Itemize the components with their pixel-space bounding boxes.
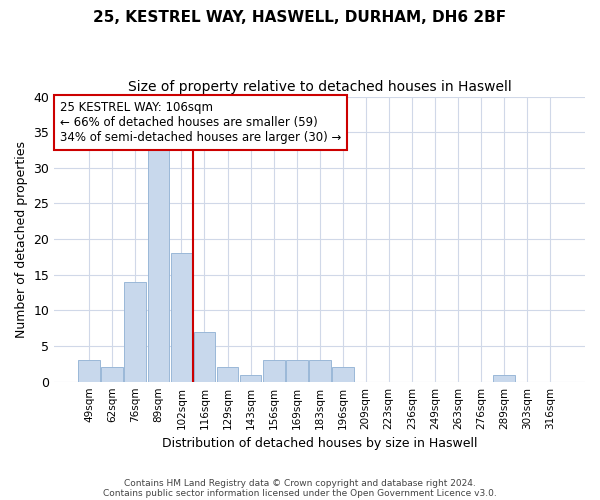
X-axis label: Distribution of detached houses by size in Haswell: Distribution of detached houses by size … [162, 437, 478, 450]
Text: 25, KESTREL WAY, HASWELL, DURHAM, DH6 2BF: 25, KESTREL WAY, HASWELL, DURHAM, DH6 2B… [94, 10, 506, 25]
Bar [263, 360, 284, 382]
Title: Size of property relative to detached houses in Haswell: Size of property relative to detached ho… [128, 80, 512, 94]
Bar [286, 360, 308, 382]
Bar [217, 368, 238, 382]
Bar [170, 254, 193, 382]
Y-axis label: Number of detached properties: Number of detached properties [15, 140, 28, 338]
Bar [79, 360, 100, 382]
Bar [493, 374, 515, 382]
Bar [148, 146, 169, 382]
Bar [309, 360, 331, 382]
Bar [332, 368, 353, 382]
Text: 25 KESTREL WAY: 106sqm
← 66% of detached houses are smaller (59)
34% of semi-det: 25 KESTREL WAY: 106sqm ← 66% of detached… [59, 101, 341, 144]
Bar [239, 374, 262, 382]
Bar [124, 282, 146, 382]
Bar [194, 332, 215, 382]
Bar [101, 368, 124, 382]
Text: Contains public sector information licensed under the Open Government Licence v3: Contains public sector information licen… [103, 488, 497, 498]
Text: Contains HM Land Registry data © Crown copyright and database right 2024.: Contains HM Land Registry data © Crown c… [124, 478, 476, 488]
